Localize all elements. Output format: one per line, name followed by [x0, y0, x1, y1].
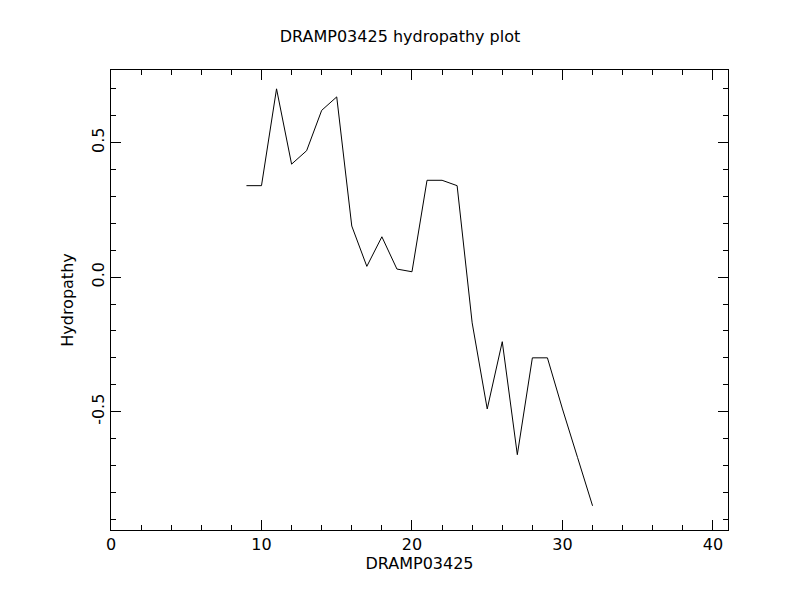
svg-text:0.5: 0.5 [89, 128, 108, 153]
svg-text:20: 20 [402, 535, 422, 554]
svg-text:0.0: 0.0 [89, 262, 108, 287]
svg-text:DRAMP03425 hydropathy plot: DRAMP03425 hydropathy plot [280, 27, 521, 46]
svg-text:DRAMP03425: DRAMP03425 [365, 554, 473, 573]
svg-text:Hydropathy: Hydropathy [58, 253, 77, 347]
svg-text:30: 30 [552, 535, 572, 554]
svg-text:40: 40 [703, 535, 723, 554]
svg-text:0: 0 [106, 535, 116, 554]
svg-text:10: 10 [251, 535, 271, 554]
svg-text:-0.5: -0.5 [89, 394, 108, 425]
